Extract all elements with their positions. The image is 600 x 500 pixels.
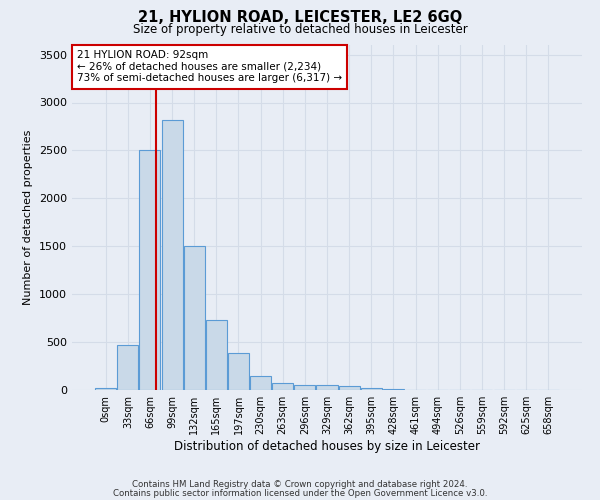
Text: Size of property relative to detached houses in Leicester: Size of property relative to detached ho…	[133, 22, 467, 36]
Bar	[184, 246, 205, 390]
Bar	[161, 120, 182, 390]
X-axis label: Distribution of detached houses by size in Leicester: Distribution of detached houses by size …	[174, 440, 480, 453]
Bar	[316, 385, 338, 390]
Y-axis label: Number of detached properties: Number of detached properties	[23, 130, 34, 305]
Text: 21, HYLION ROAD, LEICESTER, LE2 6GQ: 21, HYLION ROAD, LEICESTER, LE2 6GQ	[138, 10, 462, 25]
Text: 21 HYLION ROAD: 92sqm
← 26% of detached houses are smaller (2,234)
73% of semi-d: 21 HYLION ROAD: 92sqm ← 26% of detached …	[77, 50, 342, 84]
Text: Contains HM Land Registry data © Crown copyright and database right 2024.: Contains HM Land Registry data © Crown c…	[132, 480, 468, 489]
Bar	[206, 320, 227, 390]
Bar	[95, 388, 116, 390]
Bar	[118, 345, 139, 390]
Bar	[272, 383, 293, 390]
Bar	[361, 388, 382, 390]
Bar	[383, 388, 404, 390]
Bar	[250, 376, 271, 390]
Bar	[139, 150, 160, 390]
Text: Contains public sector information licensed under the Open Government Licence v3: Contains public sector information licen…	[113, 490, 487, 498]
Bar	[295, 384, 316, 390]
Bar	[338, 386, 359, 390]
Bar	[228, 352, 249, 390]
